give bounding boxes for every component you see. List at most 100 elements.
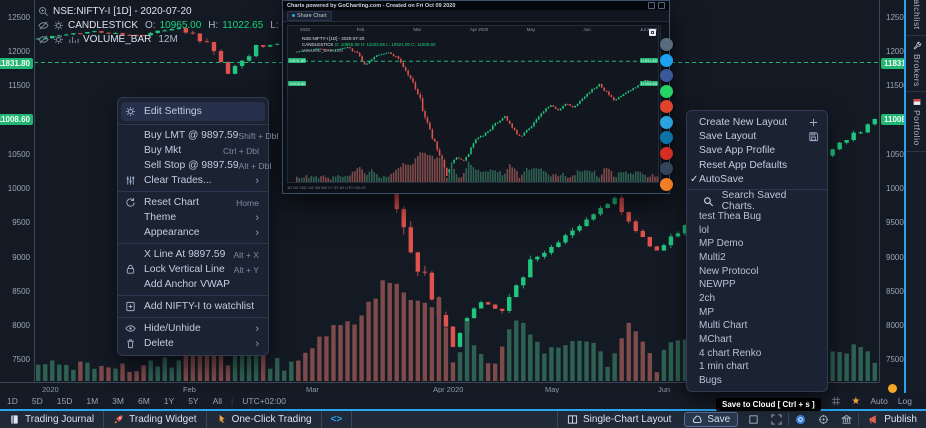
camera-icon[interactable]	[789, 411, 812, 428]
search-placeholder: Search Saved Charts.	[721, 190, 787, 213]
timeframe-1m[interactable]: 1M	[86, 396, 99, 406]
menu-item-reset-chart[interactable]: Reset Chart Home	[118, 195, 268, 210]
saved-chart-label: Multi2	[699, 251, 726, 263]
timeframe-3m[interactable]: 3M	[112, 396, 124, 406]
sidebar-tab-brokers[interactable]: Brokers	[912, 36, 922, 92]
popup-close-icon[interactable]	[658, 2, 665, 9]
saved-chart-item[interactable]: test Thea Bug	[687, 209, 827, 223]
code-toggle-button[interactable]: <>	[322, 411, 353, 428]
saved-chart-item[interactable]: MP	[687, 305, 827, 319]
target-icon[interactable]	[812, 411, 835, 428]
menu-item-appearance[interactable]: Appearance ›	[118, 225, 268, 240]
saved-chart-item[interactable]: 4 chart Renko	[687, 346, 827, 360]
timeframe-6m[interactable]: 6M	[137, 396, 150, 406]
menu-item-reset-app-defaults[interactable]: Reset App Defaults	[687, 158, 827, 172]
popup-date-label: Feb	[356, 27, 365, 32]
popup-window-icon[interactable]	[648, 2, 655, 9]
trading-journal-label: Trading Journal	[25, 414, 95, 425]
saved-chart-item[interactable]: MP Demo	[687, 237, 827, 251]
menu-item-sell-stop-9897-59[interactable]: Sell Stop @ 9897.59 Alt + Dbl	[118, 158, 271, 173]
menu-item-lock-vertical-line[interactable]: Lock Vertical Line Alt + Y	[118, 262, 268, 277]
publish-button[interactable]: Publish	[859, 411, 926, 428]
log-scale-toggle[interactable]: Log	[897, 396, 912, 406]
sidebar-tab-portfolio[interactable]: Portfolio	[912, 92, 922, 151]
menu-item-edit-settings[interactable]: Edit Settings	[121, 102, 265, 121]
saved-chart-item[interactable]: New Protocol	[687, 264, 827, 278]
menu-item-label: Reset Chart	[144, 197, 199, 208]
menu-item-create-new-layout[interactable]: Create New Layout	[687, 115, 827, 129]
timeframe-all[interactable]: All	[212, 396, 223, 406]
saved-chart-item[interactable]: Bugs	[687, 374, 827, 388]
favorite-star-icon[interactable]: ★	[851, 395, 861, 407]
saved-chart-item[interactable]: NEWPP	[687, 278, 827, 292]
menu-item-label: Edit Settings	[144, 106, 202, 117]
menu-item-buy-mkt[interactable]: Buy Mkt Ctrl + Dbl	[118, 143, 268, 158]
menu-item-theme[interactable]: Theme ›	[118, 210, 268, 225]
tab-share-chart[interactable]: Share Chart	[287, 10, 332, 21]
sidebar-tab-watchlist[interactable]: Watchlist	[912, 0, 922, 35]
left-price-axis[interactable]: 1250012000115001100010500100009500900085…	[0, 0, 35, 382]
timeframe-1d[interactable]: 1D	[7, 396, 18, 406]
single-chart-layout-button[interactable]: Single-Chart Layout	[557, 411, 680, 428]
menu-item-shortcut: Alt + Y	[233, 264, 259, 275]
share-tumblr-icon[interactable]	[660, 162, 673, 175]
divider	[118, 295, 268, 296]
screenshot-icon[interactable]	[742, 411, 765, 428]
menu-item-add-anchor-vwap[interactable]: Add Anchor VWAP	[118, 277, 268, 292]
price-tick: 9000	[12, 252, 30, 262]
right-price-axis[interactable]: 1250012000115001100010500100009500900085…	[879, 0, 920, 382]
study-settings-icon[interactable]	[53, 20, 64, 31]
search-saved-charts-input[interactable]: Search Saved Charts.	[687, 190, 827, 213]
saved-chart-item[interactable]: Multi2	[687, 251, 827, 265]
timeframe-5d[interactable]: 5D	[31, 396, 43, 406]
grid-settings-icon[interactable]	[831, 396, 841, 406]
visibility-icon[interactable]	[38, 34, 49, 45]
trading-journal-button[interactable]: Trading Journal	[0, 411, 105, 428]
save-image-icon[interactable]	[649, 29, 656, 36]
save-button[interactable]: Save	[684, 412, 739, 427]
visibility-icon[interactable]	[38, 20, 49, 31]
timezone-button[interactable]: UTC+02:00	[242, 396, 286, 406]
menu-item-save-layout[interactable]: Save Layout	[687, 129, 827, 143]
saved-chart-item[interactable]: MChart	[687, 333, 827, 347]
share-linkedin-icon[interactable]	[660, 131, 673, 144]
menu-item-shortcut: Alt + Dbl	[238, 160, 272, 171]
publish-label: Publish	[884, 414, 917, 425]
magnify-icon[interactable]	[38, 6, 49, 17]
menu-item-add-nifty-i-to-watchlist[interactable]: Add NIFTY-I to watchlist	[118, 299, 268, 314]
popup-toolbar-strip: 1D 5D 15D 1M 3M 6M 1Y 5Y All UTC+02:00	[287, 185, 366, 190]
menu-item-clear-trades[interactable]: Clear Trades... ›	[118, 173, 268, 188]
saved-chart-item[interactable]: 2ch	[687, 292, 827, 306]
timeframe-15d[interactable]: 15D	[56, 396, 73, 406]
menu-item-x-line-at-9897-59[interactable]: X Line At 9897.59 Alt + X	[118, 247, 268, 262]
popup-titlebar: Charts powered by GoCharting.com - Creat…	[283, 1, 669, 10]
popup-date-label: May	[526, 27, 536, 32]
popup-legend-ohlc: O: 10965.00 H: 11022.65 L: 10921.00 C: 1…	[334, 42, 436, 47]
auto-scale-toggle[interactable]: Auto	[870, 396, 888, 406]
share-whatsapp-icon[interactable]	[660, 84, 673, 98]
share-stocktwits-icon[interactable]	[660, 38, 673, 51]
share-gmail-icon[interactable]	[660, 146, 673, 160]
menu-item-buy-lmt-9897-59[interactable]: Buy LMT @ 9897.59 Shift + Dbl	[118, 128, 278, 143]
share-reddit-icon[interactable]	[660, 100, 673, 113]
share-twitter-icon[interactable]	[660, 53, 673, 67]
one-click-trading-button[interactable]: One-Click Trading	[207, 411, 322, 428]
menu-item-save-app-profile[interactable]: Save App Profile	[687, 144, 827, 158]
menu-item-delete[interactable]: Delete ›	[118, 336, 268, 351]
saved-chart-item[interactable]: 1 min chart	[687, 360, 827, 374]
saved-chart-item[interactable]: lol	[687, 223, 827, 237]
study-settings-icon[interactable]	[53, 34, 64, 45]
trading-widget-button[interactable]: Trading Widget	[104, 411, 207, 428]
share-telegram-icon[interactable]	[660, 115, 673, 129]
menu-item-hide-unhide[interactable]: Hide/Unhide ›	[118, 321, 268, 336]
timeframe-5y[interactable]: 5Y	[188, 396, 199, 406]
date-axis[interactable]: 2020 Feb Mar Apr 2020 May Jun	[0, 382, 879, 394]
bank-icon[interactable]	[835, 411, 858, 428]
saved-chart-item[interactable]: Multi Chart	[687, 319, 827, 333]
fullscreen-icon[interactable]	[765, 411, 788, 428]
saved-chart-label: lol	[699, 224, 710, 236]
share-facebook-icon[interactable]	[660, 69, 673, 82]
share-hackernews-icon[interactable]	[660, 177, 673, 191]
menu-item-autosave[interactable]: ✓ AutoSave	[687, 172, 827, 186]
timeframe-1y[interactable]: 1Y	[163, 396, 175, 406]
